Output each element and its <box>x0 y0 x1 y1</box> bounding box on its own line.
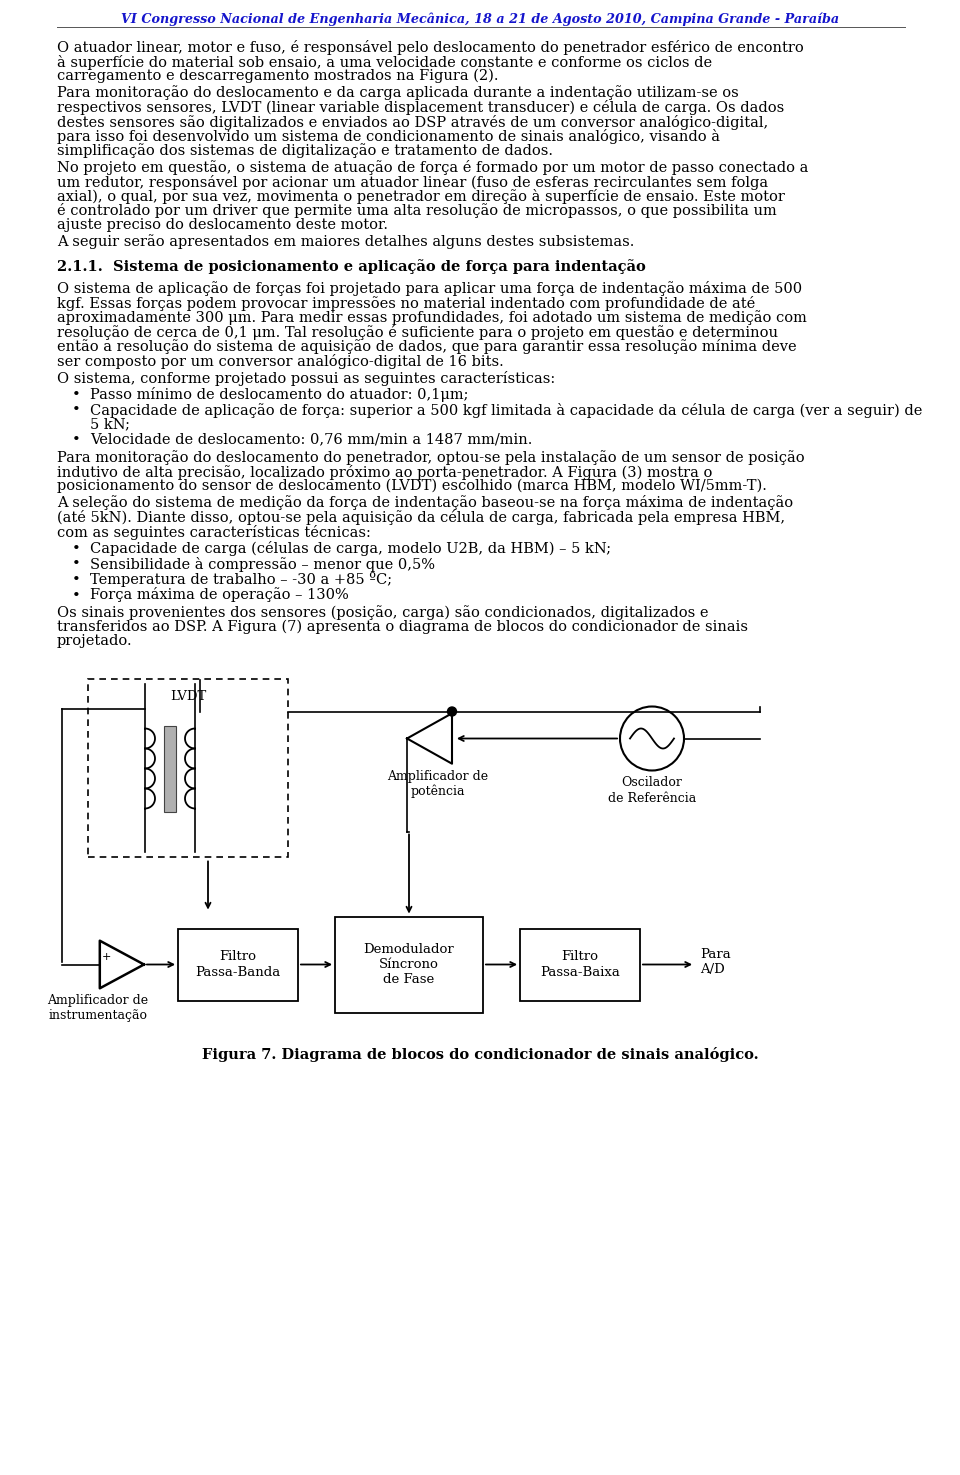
Text: Temperatura de trabalho – -30 a +85 ºC;: Temperatura de trabalho – -30 a +85 ºC; <box>90 572 392 587</box>
Text: para isso foi desenvolvido um sistema de condicionamento de sinais analógico, vi: para isso foi desenvolvido um sistema de… <box>57 128 720 145</box>
Text: O sistema de aplicação de forças foi projetado para aplicar uma força de indenta: O sistema de aplicação de forças foi pro… <box>57 282 803 296</box>
Text: axial), o qual, por sua vez, movimenta o penetrador em direção à superfície de e: axial), o qual, por sua vez, movimenta o… <box>57 189 785 204</box>
Text: transferidos ao DSP. A Figura (7) apresenta o diagrama de blocos do condicionado: transferidos ao DSP. A Figura (7) aprese… <box>57 620 748 634</box>
Text: A seleção do sistema de medição da força de indentação baseou-se na força máxima: A seleção do sistema de medição da força… <box>57 496 793 510</box>
Text: •: • <box>72 404 81 417</box>
Text: •: • <box>72 541 81 556</box>
Text: Oscilador
de Referência: Oscilador de Referência <box>608 776 696 804</box>
Text: No projeto em questão, o sistema de atuação de força é formado por um motor de p: No projeto em questão, o sistema de atua… <box>57 159 808 176</box>
Bar <box>178 928 298 1000</box>
Text: kgf. Essas forças podem provocar impressões no material indentado com profundida: kgf. Essas forças podem provocar impress… <box>57 296 756 311</box>
Text: •: • <box>72 388 81 403</box>
Text: aproximadamente 300 μm. Para medir essas profundidades, foi adotado um sistema d: aproximadamente 300 μm. Para medir essas… <box>57 311 806 326</box>
Text: A seguir serão apresentados em maiores detalhes alguns destes subsistemas.: A seguir serão apresentados em maiores d… <box>57 235 635 249</box>
Text: •: • <box>72 572 81 587</box>
Text: 2.1.1.  Sistema de posicionamento e aplicação de força para indentação: 2.1.1. Sistema de posicionamento e aplic… <box>57 260 646 274</box>
Text: é controlado por um driver que permite uma alta resolução de micropassos, o que : é controlado por um driver que permite u… <box>57 204 777 218</box>
Bar <box>88 678 288 857</box>
Text: Os sinais provenientes dos sensores (posição, carga) são condicionados, digitali: Os sinais provenientes dos sensores (pos… <box>57 605 708 620</box>
Text: Demodulador
Síncrono
de Fase: Demodulador Síncrono de Fase <box>364 943 454 985</box>
Text: Força máxima de operação – 130%: Força máxima de operação – 130% <box>90 587 348 602</box>
Text: Para
A/D: Para A/D <box>700 948 731 976</box>
Text: Para monitoração do deslocamento e da carga aplicada durante a indentação utiliz: Para monitoração do deslocamento e da ca… <box>57 86 739 100</box>
Circle shape <box>447 707 457 715</box>
Text: Capacidade de carga (células de carga, modelo U2B, da HBM) – 5 kN;: Capacidade de carga (células de carga, m… <box>90 541 612 556</box>
Text: com as seguintes características técnicas:: com as seguintes características técnica… <box>57 525 371 540</box>
Text: ajuste preciso do deslocamento deste motor.: ajuste preciso do deslocamento deste mot… <box>57 218 388 232</box>
Bar <box>164 726 176 811</box>
Text: O sistema, conforme projetado possui as seguintes características:: O sistema, conforme projetado possui as … <box>57 370 555 385</box>
Bar <box>335 916 483 1012</box>
Text: Amplificador de
instrumentação: Amplificador de instrumentação <box>47 994 149 1022</box>
Text: O atuador linear, motor e fuso, é responsável pelo deslocamento do penetrador es: O atuador linear, motor e fuso, é respon… <box>57 40 804 55</box>
Text: indutivo de alta precisão, localizado próximo ao porta-penetrador. A Figura (3) : indutivo de alta precisão, localizado pr… <box>57 465 712 479</box>
Text: •: • <box>72 434 81 447</box>
Text: Passo mínimo de deslocamento do atuador: 0,1μm;: Passo mínimo de deslocamento do atuador:… <box>90 386 468 403</box>
Bar <box>520 928 640 1000</box>
Text: Sensibilidade à compressão – menor que 0,5%: Sensibilidade à compressão – menor que 0… <box>90 556 435 571</box>
Text: à superfície do material sob ensaio, a uma velocidade constante e conforme os ci: à superfície do material sob ensaio, a u… <box>57 55 712 69</box>
Text: resolução de cerca de 0,1 μm. Tal resolução é suficiente para o projeto em quest: resolução de cerca de 0,1 μm. Tal resolu… <box>57 324 778 341</box>
Text: •: • <box>72 589 81 602</box>
Text: Amplificador de
potência: Amplificador de potência <box>388 770 489 798</box>
Text: Para monitoração do deslocamento do penetrador, optou-se pela instalação de um s: Para monitoração do deslocamento do pene… <box>57 450 804 465</box>
Text: projetado.: projetado. <box>57 634 132 648</box>
Text: simplificação dos sistemas de digitalização e tratamento de dados.: simplificação dos sistemas de digitaliza… <box>57 143 553 158</box>
Text: 5 kN;: 5 kN; <box>90 417 130 431</box>
Text: +: + <box>102 951 110 962</box>
Text: ser composto por um conversor analógico-digital de 16 bits.: ser composto por um conversor analógico-… <box>57 354 504 369</box>
Text: então a resolução do sistema de aquisição de dados, que para garantir essa resol: então a resolução do sistema de aquisiçã… <box>57 339 797 354</box>
Text: VI Congresso Nacional de Engenharia Mecânica, 18 a 21 de Agosto 2010, Campina Gr: VI Congresso Nacional de Engenharia Mecâ… <box>121 13 839 27</box>
Text: LVDT: LVDT <box>170 690 206 704</box>
Text: Capacidade de aplicação de força: superior a 500 kgf limitada à capacidade da cé: Capacidade de aplicação de força: superi… <box>90 403 923 417</box>
Text: (até 5kN). Diante disso, optou-se pela aquisição da célula de carga, fabricada p: (até 5kN). Diante disso, optou-se pela a… <box>57 510 785 525</box>
Text: um redutor, responsável por acionar um atuador linear (fuso de esferas recircula: um redutor, responsável por acionar um a… <box>57 174 768 189</box>
Text: respectivos sensores, LVDT (linear variable displacement transducer) e célula de: respectivos sensores, LVDT (linear varia… <box>57 100 784 115</box>
Text: Velocidade de deslocamento: 0,76 mm/min a 1487 mm/min.: Velocidade de deslocamento: 0,76 mm/min … <box>90 432 533 447</box>
Text: posicionamento do sensor de deslocamento (LVDT) escolhido (marca HBM, modelo WI/: posicionamento do sensor de deslocamento… <box>57 479 767 494</box>
Text: Figura 7. Diagrama de blocos do condicionador de sinais analógico.: Figura 7. Diagrama de blocos do condicio… <box>202 1046 758 1062</box>
Text: carregamento e descarregamento mostrados na Figura (2).: carregamento e descarregamento mostrados… <box>57 69 498 84</box>
Text: Filtro
Passa-Baixa: Filtro Passa-Baixa <box>540 950 620 978</box>
Text: •: • <box>72 558 81 571</box>
Text: Filtro
Passa-Banda: Filtro Passa-Banda <box>196 950 280 978</box>
Text: destes sensores são digitalizados e enviados ao DSP através de um conversor anal: destes sensores são digitalizados e envi… <box>57 115 768 130</box>
